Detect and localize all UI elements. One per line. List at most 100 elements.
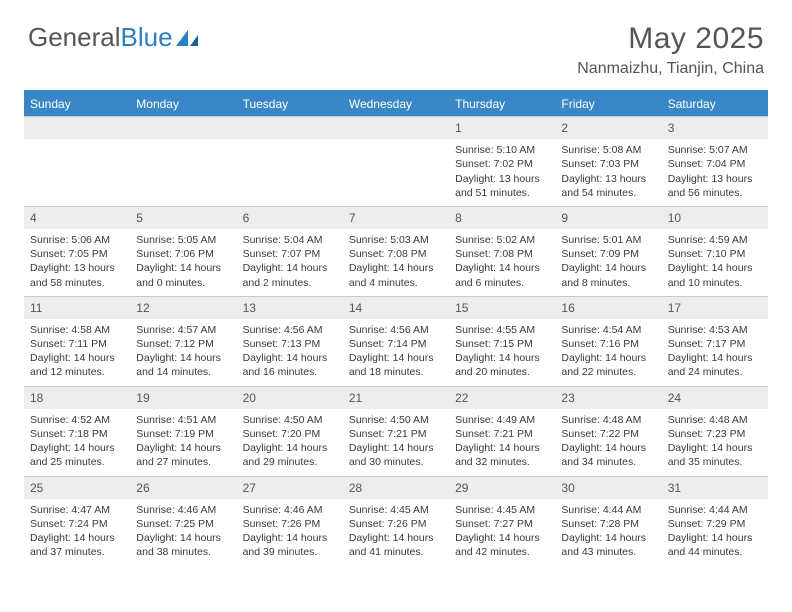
calendar-cell: 30Sunrise: 4:44 AMSunset: 7:28 PMDayligh… <box>555 477 661 566</box>
sunset-line: Sunset: 7:18 PM <box>30 427 124 441</box>
day-details: Sunrise: 4:55 AMSunset: 7:15 PMDaylight:… <box>449 319 555 386</box>
sunrise-line: Sunrise: 4:56 AM <box>349 323 443 337</box>
day-number: 9 <box>555 207 661 229</box>
calendar-cell: 4Sunrise: 5:06 AMSunset: 7:05 PMDaylight… <box>24 207 130 296</box>
calendar-week: 1Sunrise: 5:10 AMSunset: 7:02 PMDaylight… <box>24 116 768 206</box>
day-number: 1 <box>449 117 555 139</box>
daylight-line: Daylight: 14 hours and 18 minutes. <box>349 351 443 379</box>
logo: GeneralBlue <box>28 22 201 53</box>
day-details: Sunrise: 4:50 AMSunset: 7:21 PMDaylight:… <box>343 409 449 476</box>
sunset-line: Sunset: 7:08 PM <box>455 247 549 261</box>
sunrise-line: Sunrise: 5:10 AM <box>455 143 549 157</box>
day-details: Sunrise: 4:54 AMSunset: 7:16 PMDaylight:… <box>555 319 661 386</box>
daylight-line: Daylight: 14 hours and 12 minutes. <box>30 351 124 379</box>
day-details: Sunrise: 4:53 AMSunset: 7:17 PMDaylight:… <box>662 319 768 386</box>
calendar-cell: 28Sunrise: 4:45 AMSunset: 7:26 PMDayligh… <box>343 477 449 566</box>
daylight-line: Daylight: 13 hours and 54 minutes. <box>561 172 655 200</box>
day-details: Sunrise: 4:46 AMSunset: 7:25 PMDaylight:… <box>130 499 236 566</box>
sunset-line: Sunset: 7:10 PM <box>668 247 762 261</box>
day-number: 4 <box>24 207 130 229</box>
sunset-line: Sunset: 7:26 PM <box>349 517 443 531</box>
day-number: 8 <box>449 207 555 229</box>
sunset-line: Sunset: 7:09 PM <box>561 247 655 261</box>
daylight-line: Daylight: 14 hours and 27 minutes. <box>136 441 230 469</box>
day-details: Sunrise: 4:49 AMSunset: 7:21 PMDaylight:… <box>449 409 555 476</box>
calendar-cell: 26Sunrise: 4:46 AMSunset: 7:25 PMDayligh… <box>130 477 236 566</box>
day-details: Sunrise: 5:08 AMSunset: 7:03 PMDaylight:… <box>555 139 661 206</box>
dow-header: Thursday <box>449 92 555 116</box>
sunrise-line: Sunrise: 4:50 AM <box>243 413 337 427</box>
sunrise-line: Sunrise: 4:49 AM <box>455 413 549 427</box>
calendar-cell: 19Sunrise: 4:51 AMSunset: 7:19 PMDayligh… <box>130 387 236 476</box>
daylight-line: Daylight: 14 hours and 43 minutes. <box>561 531 655 559</box>
sunrise-line: Sunrise: 4:55 AM <box>455 323 549 337</box>
daylight-line: Daylight: 14 hours and 30 minutes. <box>349 441 443 469</box>
calendar-cell: 1Sunrise: 5:10 AMSunset: 7:02 PMDaylight… <box>449 117 555 206</box>
sunset-line: Sunset: 7:04 PM <box>668 157 762 171</box>
daylight-line: Daylight: 14 hours and 14 minutes. <box>136 351 230 379</box>
sunset-line: Sunset: 7:27 PM <box>455 517 549 531</box>
calendar-cell: 27Sunrise: 4:46 AMSunset: 7:26 PMDayligh… <box>237 477 343 566</box>
sunrise-line: Sunrise: 5:01 AM <box>561 233 655 247</box>
dow-header: Saturday <box>662 92 768 116</box>
day-number: 7 <box>343 207 449 229</box>
daylight-line: Daylight: 13 hours and 58 minutes. <box>30 261 124 289</box>
calendar-cell: 23Sunrise: 4:48 AMSunset: 7:22 PMDayligh… <box>555 387 661 476</box>
calendar-cell: 6Sunrise: 5:04 AMSunset: 7:07 PMDaylight… <box>237 207 343 296</box>
day-number: 31 <box>662 477 768 499</box>
logo-sail-icon <box>175 28 201 48</box>
calendar-cell <box>130 117 236 206</box>
day-number: 14 <box>343 297 449 319</box>
day-details: Sunrise: 4:45 AMSunset: 7:26 PMDaylight:… <box>343 499 449 566</box>
day-details: Sunrise: 5:07 AMSunset: 7:04 PMDaylight:… <box>662 139 768 206</box>
daylight-line: Daylight: 14 hours and 8 minutes. <box>561 261 655 289</box>
sunset-line: Sunset: 7:17 PM <box>668 337 762 351</box>
day-number <box>130 117 236 139</box>
daylight-line: Daylight: 14 hours and 32 minutes. <box>455 441 549 469</box>
calendar-cell: 29Sunrise: 4:45 AMSunset: 7:27 PMDayligh… <box>449 477 555 566</box>
sunset-line: Sunset: 7:15 PM <box>455 337 549 351</box>
sunset-line: Sunset: 7:02 PM <box>455 157 549 171</box>
sunrise-line: Sunrise: 4:50 AM <box>349 413 443 427</box>
day-details: Sunrise: 4:46 AMSunset: 7:26 PMDaylight:… <box>237 499 343 566</box>
sunset-line: Sunset: 7:26 PM <box>243 517 337 531</box>
day-details: Sunrise: 5:05 AMSunset: 7:06 PMDaylight:… <box>130 229 236 296</box>
sunset-line: Sunset: 7:22 PM <box>561 427 655 441</box>
daylight-line: Daylight: 14 hours and 44 minutes. <box>668 531 762 559</box>
calendar-cell <box>237 117 343 206</box>
daylight-line: Daylight: 14 hours and 37 minutes. <box>30 531 124 559</box>
day-number: 29 <box>449 477 555 499</box>
sunrise-line: Sunrise: 5:03 AM <box>349 233 443 247</box>
sunset-line: Sunset: 7:19 PM <box>136 427 230 441</box>
day-details: Sunrise: 4:56 AMSunset: 7:14 PMDaylight:… <box>343 319 449 386</box>
sunrise-line: Sunrise: 5:07 AM <box>668 143 762 157</box>
day-details: Sunrise: 5:10 AMSunset: 7:02 PMDaylight:… <box>449 139 555 206</box>
day-number: 28 <box>343 477 449 499</box>
day-details: Sunrise: 4:48 AMSunset: 7:23 PMDaylight:… <box>662 409 768 476</box>
sunrise-line: Sunrise: 5:02 AM <box>455 233 549 247</box>
sunrise-line: Sunrise: 4:46 AM <box>243 503 337 517</box>
daylight-line: Daylight: 14 hours and 39 minutes. <box>243 531 337 559</box>
dow-header: Monday <box>130 92 236 116</box>
sunset-line: Sunset: 7:24 PM <box>30 517 124 531</box>
logo-text-1: General <box>28 22 121 53</box>
day-number: 15 <box>449 297 555 319</box>
calendar-week: 4Sunrise: 5:06 AMSunset: 7:05 PMDaylight… <box>24 206 768 296</box>
day-number: 18 <box>24 387 130 409</box>
sunset-line: Sunset: 7:28 PM <box>561 517 655 531</box>
sunrise-line: Sunrise: 5:04 AM <box>243 233 337 247</box>
calendar-cell: 14Sunrise: 4:56 AMSunset: 7:14 PMDayligh… <box>343 297 449 386</box>
daylight-line: Daylight: 14 hours and 16 minutes. <box>243 351 337 379</box>
sunset-line: Sunset: 7:07 PM <box>243 247 337 261</box>
day-number: 24 <box>662 387 768 409</box>
day-details: Sunrise: 4:47 AMSunset: 7:24 PMDaylight:… <box>24 499 130 566</box>
sunset-line: Sunset: 7:21 PM <box>455 427 549 441</box>
day-details: Sunrise: 5:04 AMSunset: 7:07 PMDaylight:… <box>237 229 343 296</box>
day-number <box>24 117 130 139</box>
day-number: 6 <box>237 207 343 229</box>
daylight-line: Daylight: 14 hours and 10 minutes. <box>668 261 762 289</box>
daylight-line: Daylight: 14 hours and 41 minutes. <box>349 531 443 559</box>
calendar-cell <box>24 117 130 206</box>
sunset-line: Sunset: 7:29 PM <box>668 517 762 531</box>
sunrise-line: Sunrise: 4:53 AM <box>668 323 762 337</box>
